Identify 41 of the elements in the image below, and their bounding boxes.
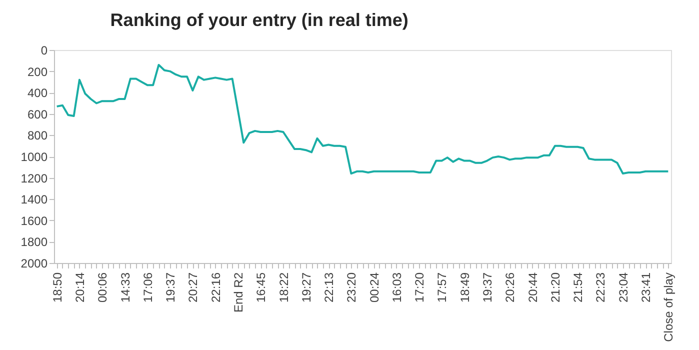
- y-tick-label: 200: [27, 64, 48, 79]
- x-tick-label: 18:22: [276, 272, 291, 303]
- x-tick-label: 00:06: [96, 272, 110, 303]
- x-tick-label: 22:13: [322, 272, 336, 303]
- x-tick-label: 23:41: [639, 272, 654, 303]
- y-tick-label: 1800: [20, 235, 48, 250]
- x-tick-label: 17:57: [435, 272, 450, 303]
- x-tick-label: 20:27: [186, 272, 200, 303]
- x-tick-label: 17:06: [140, 272, 155, 303]
- x-tick-label: 23:20: [344, 272, 359, 303]
- chart-title: Ranking of your entry (in real time): [110, 10, 408, 30]
- x-tick-label: 16:45: [254, 272, 268, 303]
- x-tick-label: 22:23: [594, 272, 608, 303]
- y-tick-label: 2000: [20, 256, 48, 270]
- x-tick-label: 19:27: [299, 272, 314, 303]
- x-tick-label: 18:50: [50, 272, 64, 303]
- y-tick-label: 1600: [20, 214, 48, 228]
- x-tick-label: 14:33: [118, 272, 132, 303]
- x-tick-label: 19:37: [480, 272, 495, 303]
- x-tick-label: 20:44: [526, 272, 540, 303]
- x-tick-label: 21:54: [571, 272, 586, 303]
- x-tick-label: End R2: [231, 272, 246, 313]
- y-tick-label: 0: [40, 44, 48, 58]
- line-series: [56, 64, 670, 175]
- x-tick-label: 18:49: [458, 272, 472, 303]
- x-tick-label: 17:20: [412, 272, 427, 303]
- x-tick-label: 19:37: [164, 272, 178, 303]
- x-tick-label: 22:16: [208, 272, 223, 303]
- y-tick-label: 1400: [20, 192, 48, 207]
- y-tick-label: 1000: [20, 150, 48, 164]
- x-tick-label: 23:04: [616, 272, 630, 303]
- x-tick-label: 20:14: [72, 272, 87, 303]
- y-tick-label: 400: [27, 86, 48, 100]
- y-tick-label: 600: [27, 107, 48, 122]
- y-tick-label: 1200: [20, 171, 48, 186]
- x-tick-label: 21:20: [548, 272, 562, 303]
- x-tick-label: Close of play: [662, 272, 676, 342]
- x-tick-label: 00:24: [367, 272, 382, 303]
- x-tick-label: 16:03: [390, 272, 404, 303]
- y-tick-label: 800: [27, 128, 48, 143]
- x-tick-label: 20:26: [503, 272, 518, 303]
